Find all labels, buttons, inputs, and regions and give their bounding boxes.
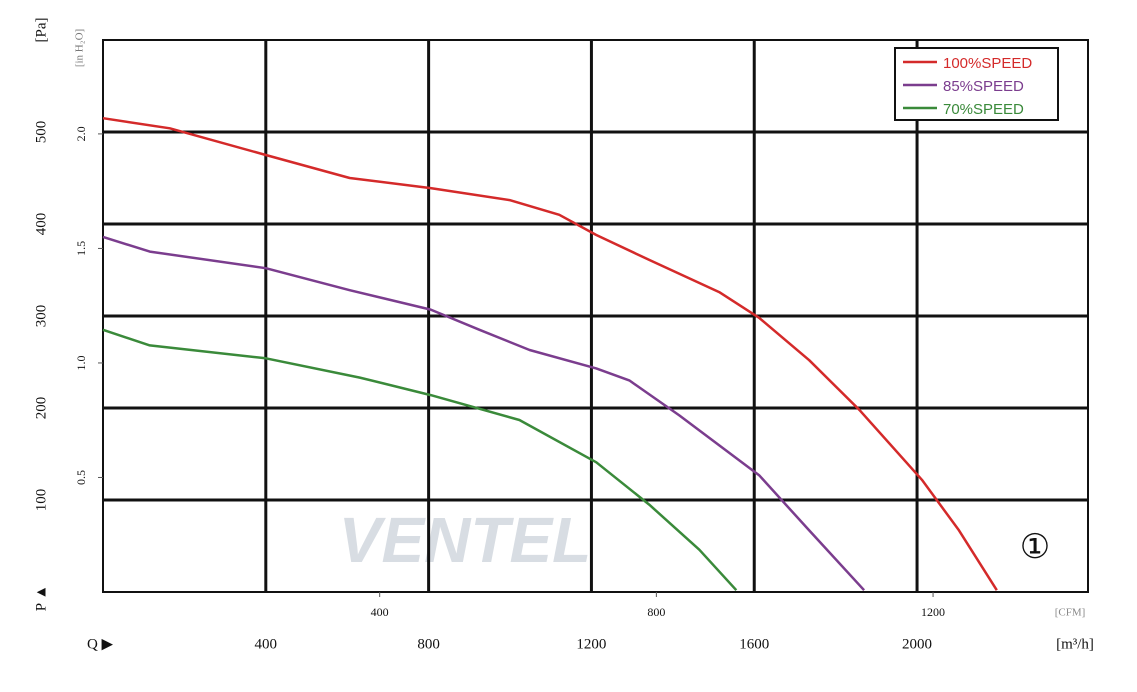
y2-tick-label: 2.0 — [74, 126, 88, 141]
y2-tick-label: 0.5 — [74, 470, 88, 485]
y-tick-label: 300 — [33, 305, 49, 328]
x-tick-label: 1600 — [739, 636, 769, 652]
y2-axis-label: [in H₂O] — [74, 29, 86, 67]
curve — [102, 328, 738, 592]
annotation: ① — [1020, 529, 1050, 566]
x-tick-label: 2000 — [902, 636, 932, 652]
y-tick-label: 500 — [33, 121, 49, 144]
legend-label: 85%SPEED — [943, 78, 1024, 95]
y-tick-label: 100 — [33, 489, 49, 512]
curve — [102, 235, 866, 592]
legend-label: 70%SPEED — [943, 101, 1024, 118]
x-tick-label: 400 — [255, 636, 278, 652]
watermark: VENTEL — [339, 504, 591, 576]
x-tick-label: 800 — [417, 636, 440, 652]
x-axis-symbol: Q ▶ — [87, 636, 114, 652]
y2-tick-label: 1.0 — [74, 355, 88, 370]
x-tick-label: 1200 — [576, 636, 606, 652]
y-tick-label: 200 — [33, 397, 49, 420]
y-axis-symbol: P ▲ — [33, 585, 49, 611]
x2-tick-label: 400 — [371, 605, 389, 619]
y2-tick-label: 1.5 — [74, 241, 88, 256]
x2-axis-label: [CFM] — [1055, 607, 1086, 619]
legend-label: 100%SPEED — [943, 55, 1032, 72]
y-tick-label: 400 — [33, 213, 49, 236]
curve — [102, 116, 998, 591]
x-axis-label: [m³/h] — [1056, 636, 1094, 652]
x2-tick-label: 800 — [647, 605, 665, 619]
y-axis-label: [Pa] — [33, 18, 49, 43]
x2-tick-label: 1200 — [921, 605, 945, 619]
